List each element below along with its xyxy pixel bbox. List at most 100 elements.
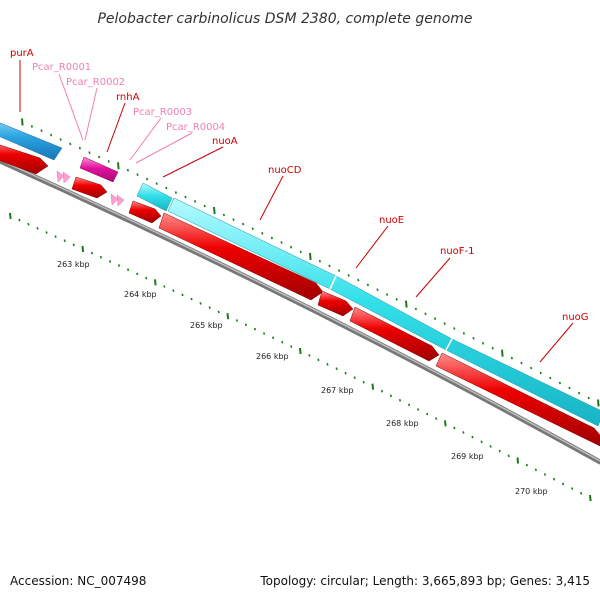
- tick-mark: [462, 332, 465, 335]
- tick-mark: [18, 218, 21, 222]
- tick-mark: [126, 168, 129, 172]
- rna-marker-R0003-R0004[interactable]: [110, 193, 125, 207]
- tick-mark: [40, 129, 43, 133]
- feature-cds-nuoF-1[interactable]: [349, 306, 440, 362]
- tick-mark: [435, 417, 438, 420]
- tick-mark: [50, 133, 53, 137]
- gene-labels: purA Pcar_R0001 Pcar_R0002 rnhA Pcar_R00…: [10, 48, 589, 323]
- scale-label-267: 267 kbp: [321, 386, 354, 395]
- tick-mark: [562, 482, 565, 486]
- gene-label-nuoCD[interactable]: nuoCD: [268, 165, 302, 176]
- leader-rnhA: [106, 102, 126, 153]
- tick-mark: [172, 289, 175, 293]
- scale-label-263: 263 kbp: [57, 260, 90, 269]
- scale-label-266: 266 kbp: [256, 352, 289, 361]
- gene-label-purA[interactable]: purA: [10, 48, 34, 59]
- tick-mark: [498, 449, 501, 453]
- feature-cds-rnhA[interactable]: [71, 176, 108, 199]
- tick-mark: [453, 327, 456, 330]
- tick-mark: [405, 300, 408, 308]
- tick-mark: [78, 146, 81, 150]
- tick-mark: [530, 366, 533, 370]
- leader-nuoG: [539, 322, 574, 363]
- gene-label-nuoF-1[interactable]: nuoF-1: [440, 246, 475, 257]
- map-title: Pelobacter carbinolicus DSM 2380, comple…: [97, 11, 472, 27]
- tick-mark: [244, 323, 247, 327]
- feature-purA-strand[interactable]: [0, 118, 63, 161]
- tick-mark: [30, 125, 33, 128]
- tick-mark: [281, 340, 284, 344]
- tick-mark: [549, 376, 552, 380]
- tick-mark: [163, 285, 166, 288]
- feature-nuoA-strand[interactable]: [136, 182, 173, 212]
- scale-label-269: 269 kbp: [451, 452, 484, 461]
- tick-mark: [389, 394, 392, 398]
- tick-mark: [213, 206, 216, 215]
- tick-mark: [36, 226, 39, 230]
- tick-mark: [146, 177, 149, 181]
- tick-mark: [261, 231, 264, 235]
- gene-label-nuoE[interactable]: nuoE: [379, 215, 404, 226]
- tick-mark: [357, 278, 360, 282]
- tick-mark: [371, 383, 375, 390]
- leader-nuoCD: [259, 175, 284, 221]
- tick-mark: [482, 341, 485, 345]
- genome-backbone-highlight: [0, 159, 600, 462]
- feature-cds-nuoG[interactable]: [435, 352, 600, 447]
- feature-nuoCD-nuoG-strand[interactable]: [167, 197, 600, 427]
- rna-marker-R0001-R0002[interactable]: [56, 170, 71, 184]
- tick-mark: [366, 283, 369, 287]
- scale-label-270: 270 kbp: [515, 487, 548, 496]
- tick-mark: [553, 477, 556, 481]
- tick-mark: [217, 310, 220, 314]
- feature-cds-nuoA[interactable]: [128, 200, 162, 224]
- gene-label-nuoA[interactable]: nuoA: [212, 136, 238, 147]
- tick-mark: [539, 371, 542, 375]
- tick-mark: [208, 306, 211, 309]
- tick-mark: [98, 155, 101, 159]
- tick-mark: [99, 255, 102, 259]
- gene-label-rnhA[interactable]: rnhA: [116, 92, 140, 103]
- gene-label-Pcar_R0002[interactable]: Pcar_R0002: [66, 77, 125, 88]
- tick-mark: [338, 269, 341, 272]
- gene-label-nuoG[interactable]: nuoG: [562, 312, 589, 323]
- tick-mark: [417, 408, 420, 411]
- tick-mark: [434, 317, 437, 321]
- tick-mark: [414, 307, 417, 311]
- feature-cds-1[interactable]: [0, 141, 49, 175]
- tick-mark: [362, 380, 365, 384]
- tick-mark: [520, 361, 523, 365]
- tick-mark: [472, 336, 475, 340]
- tick-mark: [253, 327, 257, 331]
- scale-label-264: 264 kbp: [124, 290, 157, 299]
- tick-mark: [480, 440, 483, 444]
- gene-label-Pcar_R0004[interactable]: Pcar_R0004: [166, 122, 225, 133]
- gene-label-Pcar_R0001[interactable]: Pcar_R0001: [32, 62, 91, 73]
- tick-mark: [453, 426, 456, 430]
- tick-mark: [299, 250, 302, 254]
- tick-mark: [145, 276, 148, 280]
- feature-cds-nuoE[interactable]: [317, 290, 354, 317]
- gene-label-Pcar_R0003[interactable]: Pcar_R0003: [133, 107, 192, 118]
- tick-mark: [222, 213, 225, 217]
- leader-Pcar_R0002: [84, 87, 98, 141]
- label-leaders: [19, 60, 574, 363]
- tick-mark: [443, 322, 446, 325]
- strand-divider: [329, 275, 453, 351]
- feature-cds-nuoCD[interactable]: [158, 212, 324, 301]
- tick-mark: [127, 268, 130, 272]
- tick-mark: [184, 195, 187, 199]
- tick-mark: [59, 138, 62, 141]
- leader-Pcar_R0003: [129, 117, 162, 161]
- tick-mark: [190, 297, 193, 301]
- tick-mark: [501, 349, 504, 357]
- tick-mark: [558, 381, 561, 385]
- tick-mark: [353, 376, 356, 380]
- feature-rnhA-strand[interactable]: [79, 156, 119, 183]
- tick-mark: [578, 391, 581, 395]
- tick-mark: [81, 245, 85, 253]
- tick-mark: [335, 367, 338, 371]
- tick-mark: [154, 279, 157, 286]
